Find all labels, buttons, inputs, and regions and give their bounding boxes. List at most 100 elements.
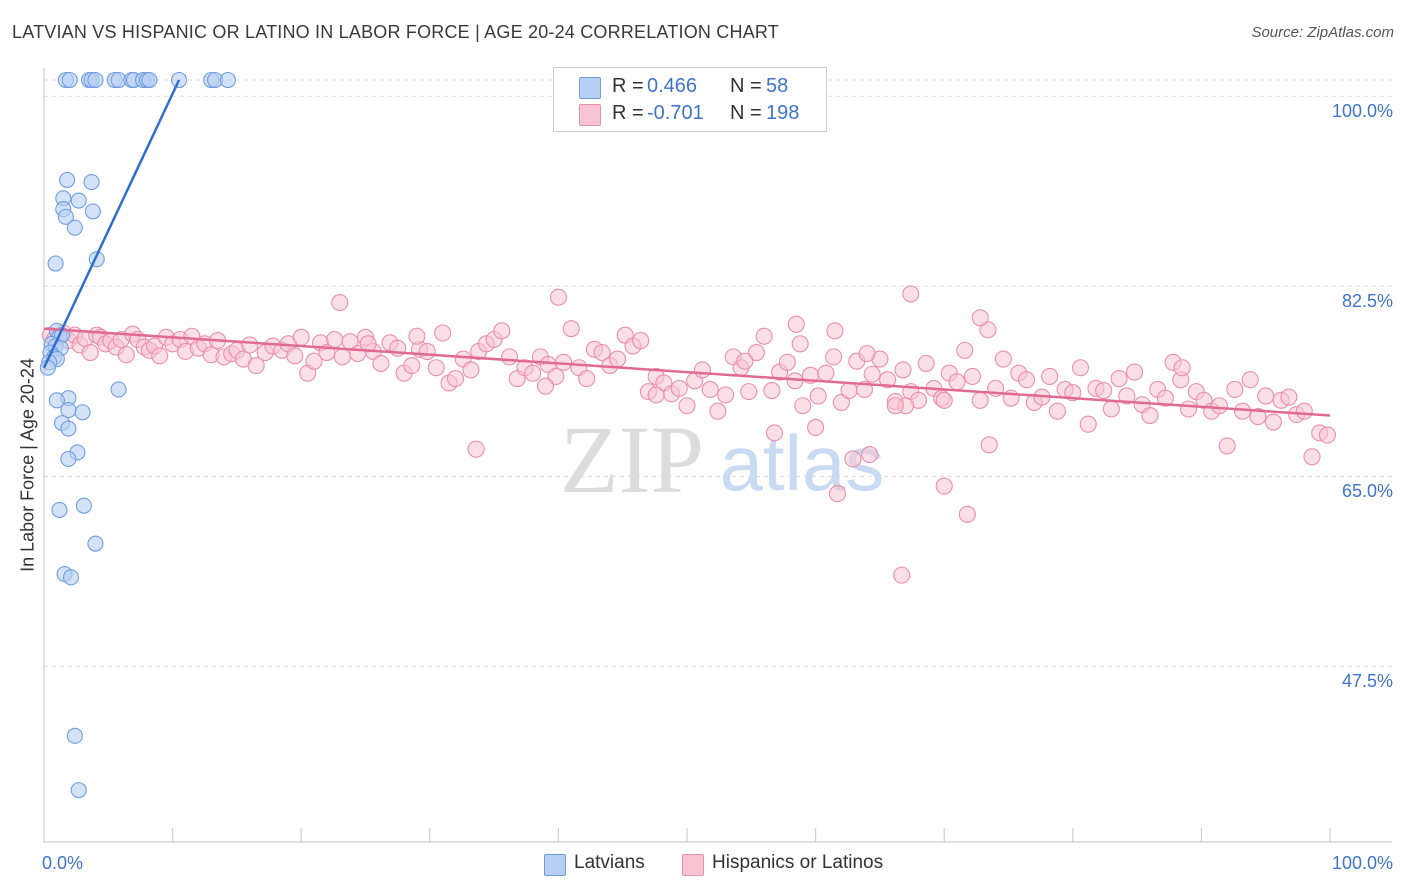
hispanic-point: [403, 357, 421, 375]
latvian-point: [87, 71, 104, 89]
hispanic-point: [1303, 448, 1321, 466]
hispanic-point: [1173, 359, 1191, 377]
y-tick-label: 100.0%: [1331, 101, 1393, 122]
latvian-point: [110, 381, 127, 398]
latvian-point: [47, 255, 64, 272]
axes: [43, 68, 1392, 843]
hispanics-n-value: 198: [766, 102, 800, 124]
hispanic-point: [935, 477, 953, 495]
hispanic-point: [305, 352, 323, 370]
source-credit: Source: ZipAtlas.com: [1251, 24, 1394, 41]
latvians-swatch: [579, 77, 601, 99]
latvian-point: [48, 392, 65, 409]
hispanic-point: [1141, 406, 1159, 425]
latvian-points: [39, 71, 236, 799]
latvian-point: [141, 71, 158, 89]
correlation-stats-box: R = 0.466 N = 58 R = -0.701 N = 198: [553, 67, 827, 132]
hispanic-point: [408, 327, 426, 345]
hispanic-point: [778, 353, 796, 371]
hispanic-point: [1210, 397, 1228, 415]
r-label: R =: [612, 75, 644, 97]
x-tick-max: 100.0%: [1331, 853, 1393, 873]
latvian-point: [87, 535, 104, 552]
latvians-r-value: 0.466: [647, 75, 698, 97]
n-label: N =: [730, 102, 762, 124]
hispanic-point: [372, 354, 390, 372]
hispanic-point: [1125, 363, 1144, 381]
latvian-point: [51, 501, 68, 519]
hispanic-points: [41, 285, 1336, 584]
hispanic-point: [462, 361, 480, 379]
hispanic-point: [709, 402, 727, 420]
latvian-point: [59, 171, 76, 188]
hispanic-point: [241, 336, 259, 354]
hispanic-point: [794, 397, 812, 415]
latvian-point: [39, 359, 56, 376]
hispanic-point: [333, 348, 351, 366]
hispanic-point: [765, 424, 783, 442]
hispanic-point: [434, 324, 452, 342]
legend-label-latvians: Latvians: [574, 852, 645, 873]
hispanics-r-value: -0.701: [647, 102, 704, 124]
hispanic-point: [917, 354, 935, 372]
hispanic-point: [1179, 400, 1198, 418]
hispanic-point: [1079, 415, 1097, 433]
r-label: R =: [612, 102, 644, 124]
legend-label-hispanics: Hispanics or Latinos: [712, 852, 884, 873]
hispanic-point: [1156, 389, 1174, 407]
hispanic-point: [840, 381, 858, 400]
hispanic-point: [446, 370, 465, 388]
hispanic-point: [1264, 413, 1282, 431]
hispanic-point: [562, 320, 580, 338]
hispanic-point: [493, 322, 511, 340]
latvian-point: [219, 71, 236, 89]
hispanic-point: [117, 346, 135, 364]
hispanic-point: [1249, 408, 1267, 426]
latvians-n-value: 58: [766, 75, 789, 97]
hispanic-point: [994, 350, 1012, 368]
hispanic-point: [740, 383, 758, 401]
hispanic-point: [832, 393, 850, 412]
hispanic-point: [536, 377, 555, 395]
watermark-zip: ZIP: [560, 406, 704, 513]
hispanic-point: [647, 386, 665, 404]
hispanic-point: [593, 343, 611, 362]
hispanic-point: [1110, 370, 1128, 388]
hispanic-point: [971, 309, 989, 327]
latvian-point: [60, 420, 77, 437]
hispanic-point: [956, 341, 974, 359]
hispanic-point: [670, 379, 688, 397]
hispanic-point: [826, 322, 844, 340]
hispanic-point: [894, 361, 912, 379]
hispanic-point: [359, 335, 377, 353]
hispanic-point: [500, 348, 519, 366]
latvian-point: [66, 219, 83, 236]
hispanics-legend-swatch: [682, 854, 704, 876]
y-tick-label: 82.5%: [1341, 291, 1393, 312]
y-tick-label: 47.5%: [1341, 671, 1393, 692]
hispanic-point: [1218, 437, 1236, 455]
hispanic-point: [1118, 387, 1136, 405]
latvian-point: [70, 192, 87, 209]
hispanic-point: [863, 365, 881, 383]
hispanic-point: [817, 364, 835, 382]
stats-row-hispanics: R = -0.701 N = 198: [554, 102, 826, 128]
hispanic-point: [828, 485, 847, 503]
hispanic-point: [1041, 367, 1059, 385]
hispanic-point: [980, 436, 998, 454]
hispanic-point: [331, 294, 349, 312]
latvian-trendline: [42, 79, 181, 369]
hispanic-point: [736, 352, 754, 370]
hispanic-point: [979, 321, 997, 339]
latvian-point: [83, 174, 100, 191]
hispanic-point: [1095, 381, 1113, 400]
hispanic-point: [971, 391, 989, 409]
hispanic-point: [427, 359, 445, 377]
latvian-point: [66, 727, 83, 744]
hispanic-point: [809, 387, 827, 405]
hispanic-point: [717, 386, 735, 404]
hispanic-point: [578, 370, 596, 388]
hispanic-point: [791, 335, 809, 353]
hispanic-trendline: [43, 327, 1331, 417]
